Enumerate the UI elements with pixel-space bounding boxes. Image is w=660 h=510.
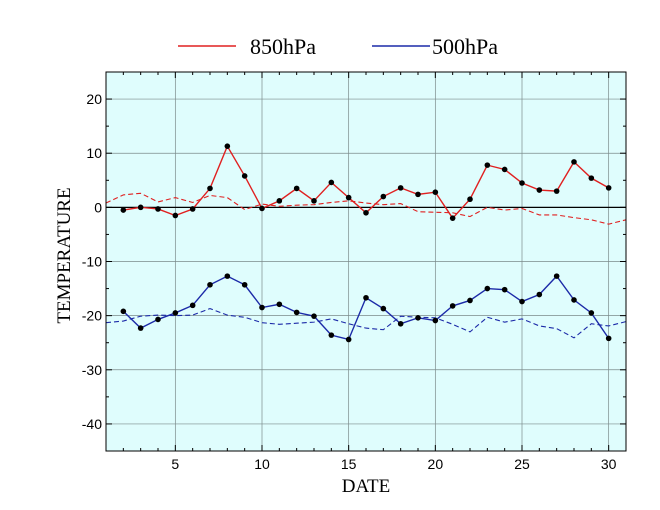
data-point — [345, 194, 352, 201]
data-point — [172, 212, 179, 219]
data-point — [293, 309, 300, 316]
series-line — [105, 308, 627, 339]
x-tick-label: 10 — [254, 456, 270, 472]
data-point — [397, 185, 404, 191]
data-point — [501, 166, 508, 173]
data-point — [519, 298, 525, 305]
data-point — [224, 143, 231, 149]
data-point — [276, 301, 283, 308]
data-point — [328, 332, 335, 338]
y-tick-label: -20 — [82, 308, 102, 324]
data-point — [363, 294, 369, 301]
data-point — [380, 193, 387, 200]
data-point — [484, 285, 491, 292]
data-point — [605, 185, 612, 191]
data-point — [536, 187, 543, 193]
data-point — [571, 159, 577, 165]
data-point — [519, 180, 525, 186]
x-tick-label: 5 — [171, 456, 179, 472]
y-tick-label: 20 — [86, 91, 102, 107]
data-point — [501, 286, 508, 293]
data-point — [241, 173, 248, 179]
data-point — [605, 335, 612, 342]
data-point — [345, 336, 352, 343]
data-point — [415, 315, 421, 321]
dashed-series-3 — [105, 308, 627, 339]
data-point — [571, 297, 577, 303]
data-point — [120, 207, 127, 213]
data-point — [241, 281, 248, 288]
data-point — [207, 185, 213, 192]
data-point — [484, 162, 491, 168]
data-point — [207, 281, 213, 288]
x-axis-title: DATE — [342, 476, 391, 497]
legend-label: 850hPa — [250, 34, 316, 59]
data-point — [432, 189, 439, 195]
data-point — [137, 325, 144, 331]
data-point — [467, 196, 473, 203]
series-1 — [120, 273, 612, 343]
series-layer — [105, 143, 627, 343]
x-tick-labels: 5 10 15 20 25 30 — [171, 456, 616, 472]
data-point — [189, 206, 196, 212]
dashed-series-2 — [105, 192, 627, 225]
data-point — [553, 273, 560, 279]
data-point — [467, 297, 473, 304]
y-tick-label: -10 — [82, 254, 102, 270]
data-point — [536, 291, 543, 298]
y-tick-label: -40 — [82, 416, 102, 432]
data-point — [259, 205, 265, 212]
data-point — [259, 304, 265, 311]
y-tick-labels: 20 10 0 -10 -20 -30 -40 — [82, 91, 102, 432]
data-point — [276, 198, 283, 204]
x-tick-label: 30 — [601, 456, 617, 472]
legend: 850hPa 500hPa — [178, 34, 498, 59]
x-tick-label: 25 — [514, 456, 530, 472]
data-point — [155, 316, 161, 323]
series-line — [105, 192, 627, 225]
data-point — [311, 313, 317, 319]
x-tick-label: 15 — [341, 456, 357, 472]
data-point — [363, 209, 369, 216]
data-point — [415, 191, 421, 198]
legend-label: 500hPa — [432, 34, 498, 59]
data-point — [432, 317, 439, 324]
data-point — [137, 204, 144, 211]
data-point — [397, 320, 404, 327]
data-point — [553, 188, 560, 194]
data-point — [172, 310, 179, 316]
x-tick-label: 20 — [428, 456, 444, 472]
y-tick-label: -30 — [82, 362, 102, 378]
data-point — [449, 215, 456, 221]
data-point — [588, 310, 595, 316]
data-point — [380, 305, 387, 312]
y-tick-label: 10 — [86, 145, 102, 161]
data-point — [328, 179, 335, 186]
data-point — [449, 303, 456, 309]
data-point — [224, 273, 231, 279]
y-tick-label: 0 — [94, 199, 102, 215]
data-point — [155, 206, 161, 212]
tick-marks — [105, 71, 627, 452]
series-0 — [120, 143, 612, 221]
data-point — [120, 308, 127, 315]
data-point — [189, 302, 196, 309]
data-point — [293, 185, 300, 192]
data-point — [311, 198, 317, 204]
y-axis-title: TEMPERATURE — [54, 187, 75, 323]
data-point — [588, 175, 595, 181]
